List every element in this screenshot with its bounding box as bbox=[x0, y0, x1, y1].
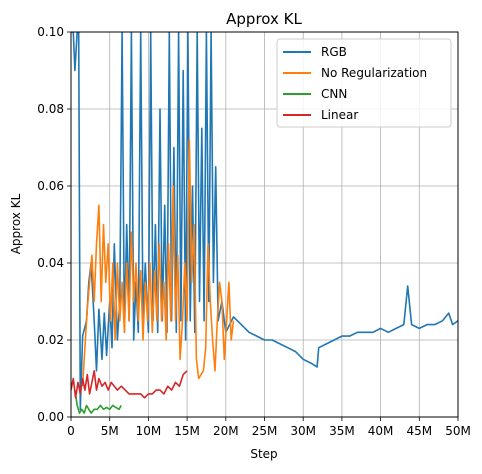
chart-title: Approx KL bbox=[226, 10, 302, 28]
y-tick-label: 0.00 bbox=[37, 410, 64, 424]
x-tick-label: 35M bbox=[329, 424, 355, 438]
legend-label-linear: Linear bbox=[321, 108, 358, 122]
x-tick-label: 20M bbox=[213, 424, 239, 438]
y-tick-label: 0.10 bbox=[37, 25, 64, 39]
x-axis-label: Step bbox=[250, 447, 277, 461]
x-tick-label: 50M bbox=[445, 424, 471, 438]
x-tick-label: 45M bbox=[406, 424, 432, 438]
x-tick-label: 5M bbox=[101, 424, 119, 438]
legend-label-rgb: RGB bbox=[321, 45, 347, 59]
x-tick-label: 30M bbox=[290, 424, 316, 438]
x-tick-label: 15M bbox=[174, 424, 200, 438]
y-axis-label: Approx KL bbox=[9, 193, 23, 254]
y-tick-label: 0.04 bbox=[37, 256, 64, 270]
y-tick-label: 0.06 bbox=[37, 179, 64, 193]
y-tick-label: 0.08 bbox=[37, 102, 64, 116]
legend: RGB No Regularization CNN Linear bbox=[277, 39, 451, 127]
x-tick-label: 25M bbox=[252, 424, 278, 438]
legend-label-no-regularization: No Regularization bbox=[321, 66, 427, 80]
x-tick-label: 40M bbox=[368, 424, 394, 438]
x-tick-label: 10M bbox=[136, 424, 162, 438]
x-tick-label: 0 bbox=[67, 424, 75, 438]
y-tick-label: 0.02 bbox=[37, 333, 64, 347]
legend-label-cnn: CNN bbox=[321, 87, 347, 101]
